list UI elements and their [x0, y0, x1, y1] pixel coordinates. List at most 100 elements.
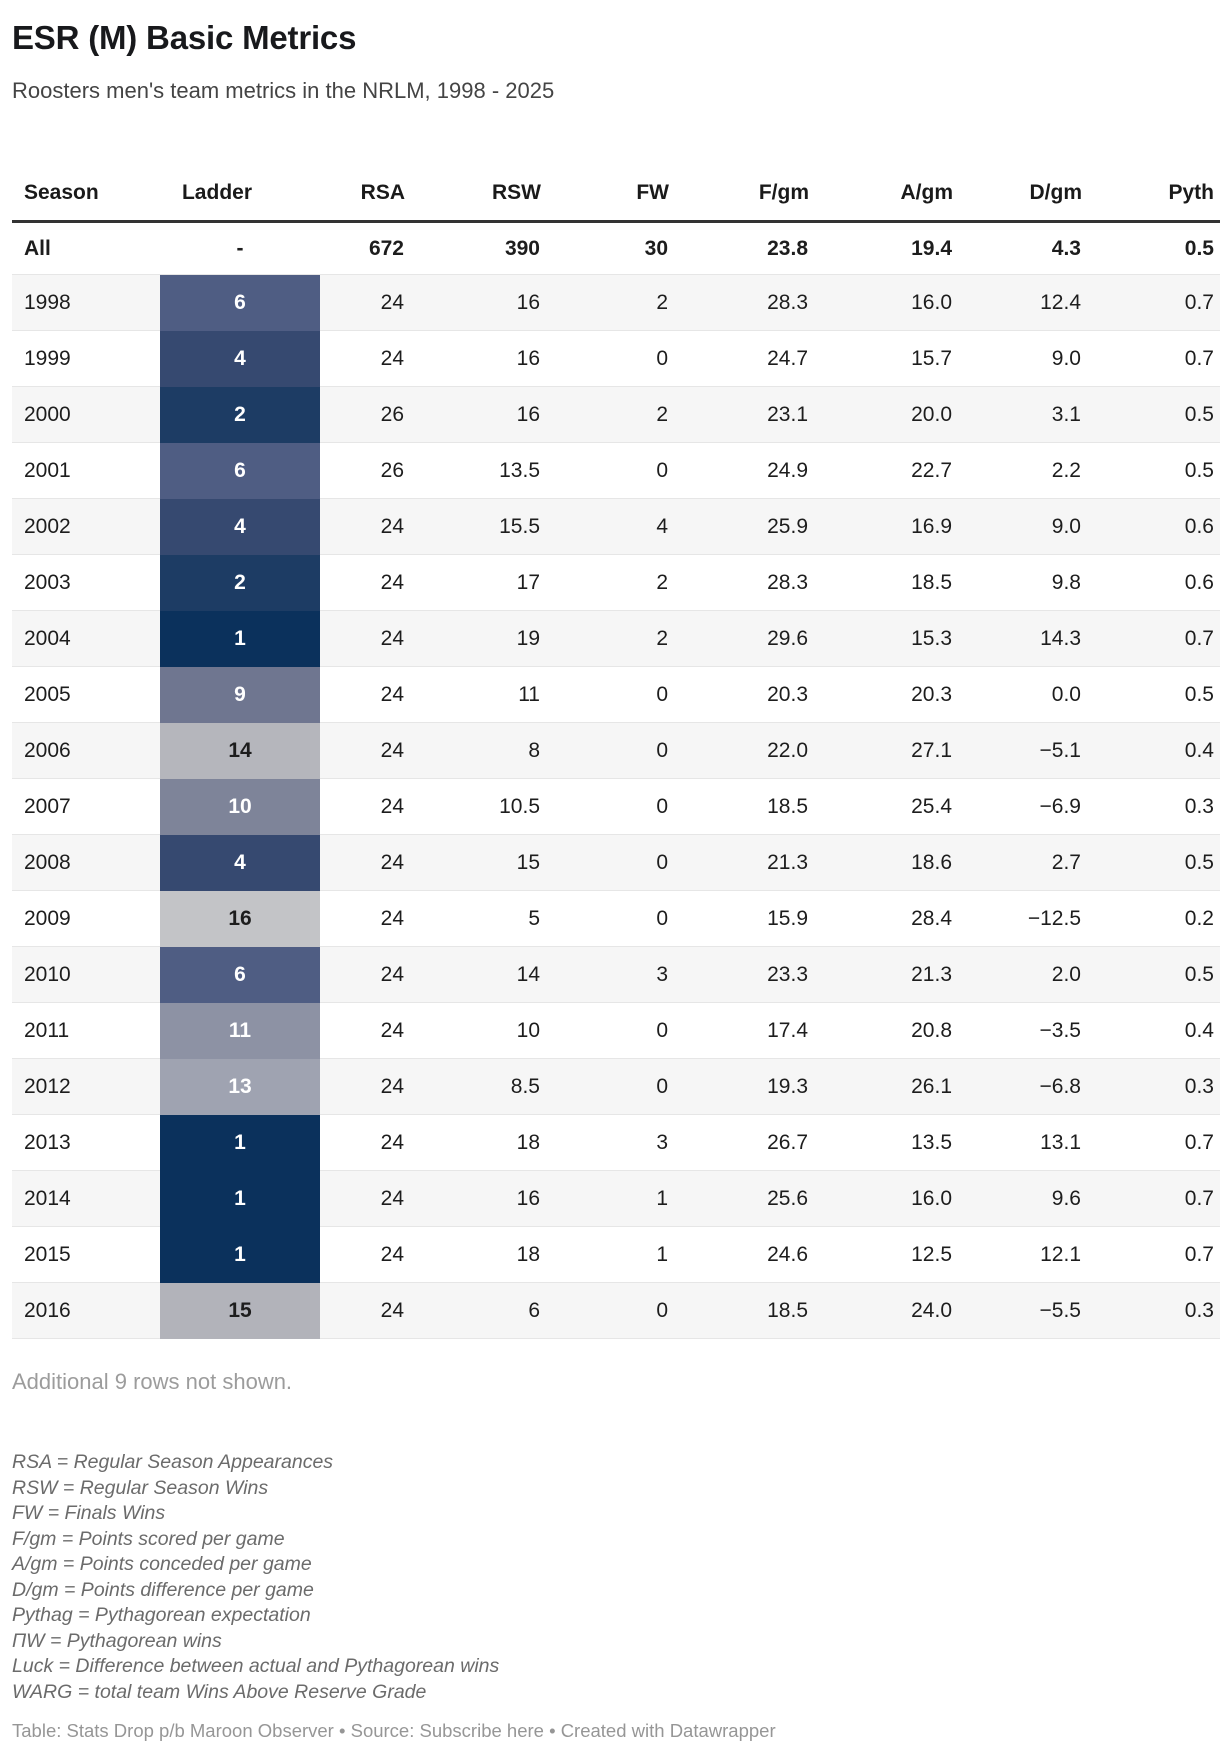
- season-cell: 2006: [12, 723, 160, 779]
- agm-cell: 15.7: [809, 331, 953, 387]
- table-row: 2014 1 24 16 1 25.6 16.0 9.6 0.7: [12, 1171, 1220, 1227]
- agm-cell: 12.5: [809, 1227, 953, 1283]
- rsw-cell: 6: [405, 1283, 541, 1339]
- table-row: 2015 1 24 18 1 24.6 12.5 12.1 0.7: [12, 1227, 1220, 1283]
- table-row: 1999 4 24 16 0 24.7 15.7 9.0 0.7: [12, 331, 1220, 387]
- rsw-cell: 11: [405, 667, 541, 723]
- fw-cell: 2: [541, 555, 669, 611]
- fw-cell: 0: [541, 331, 669, 387]
- pyth-cell: 0.3: [1082, 1283, 1220, 1339]
- season-cell: 2004: [12, 611, 160, 667]
- table-row: 2002 4 24 15.5 4 25.9 16.9 9.0 0.6: [12, 499, 1220, 555]
- fgm-cell: 25.9: [669, 499, 809, 555]
- agm-cell: 13.5: [809, 1115, 953, 1171]
- fw-cell: 3: [541, 1115, 669, 1171]
- rsw-cell: 5: [405, 891, 541, 947]
- agm-cell: 15.3: [809, 611, 953, 667]
- fw-cell: 0: [541, 1283, 669, 1339]
- pyth-cell: 0.7: [1082, 331, 1220, 387]
- agm-cell: 26.1: [809, 1059, 953, 1115]
- rsw-cell: 18: [405, 1115, 541, 1171]
- pyth-cell: 0.2: [1082, 891, 1220, 947]
- dgm-cell: −5.5: [953, 1283, 1082, 1339]
- rsa-cell: 24: [320, 1283, 405, 1339]
- rsw-cell: 17: [405, 555, 541, 611]
- season-cell: 2005: [12, 667, 160, 723]
- dgm-cell: 4.3: [953, 223, 1082, 275]
- table-row: 2011 11 24 10 0 17.4 20.8 −3.5 0.4: [12, 1003, 1220, 1059]
- ladder-cell: 15: [160, 1283, 320, 1339]
- fgm-cell: 21.3: [669, 835, 809, 891]
- table-row: 2006 14 24 8 0 22.0 27.1 −5.1 0.4: [12, 723, 1220, 779]
- footnote-line: ΠW = Pythagorean wins: [12, 1629, 222, 1652]
- metrics-table: Season Ladder RSA RSW FW F/gm A/gm D/gm …: [12, 125, 1220, 1339]
- dgm-cell: 9.0: [953, 499, 1082, 555]
- ladder-cell: 4: [160, 499, 320, 555]
- rows-note: Additional 9 rows not shown.: [12, 1369, 293, 1394]
- column-header-ladder: Ladder: [160, 125, 320, 223]
- dgm-cell: 3.1: [953, 387, 1082, 443]
- fw-cell: 2: [541, 611, 669, 667]
- table-row: 2000 2 26 16 2 23.1 20.0 3.1 0.5: [12, 387, 1220, 443]
- dgm-cell: 12.1: [953, 1227, 1082, 1283]
- season-cell: 2013: [12, 1115, 160, 1171]
- rsa-cell: 24: [320, 331, 405, 387]
- dgm-cell: −3.5: [953, 1003, 1082, 1059]
- rsa-cell: 672: [320, 223, 405, 275]
- ladder-cell: 6: [160, 443, 320, 499]
- fgm-cell: 23.1: [669, 387, 809, 443]
- rsa-cell: 24: [320, 1003, 405, 1059]
- fgm-cell: 25.6: [669, 1171, 809, 1227]
- ladder-cell: 1: [160, 1115, 320, 1171]
- pyth-cell: 0.5: [1082, 387, 1220, 443]
- column-header-fgm: F/gm: [669, 125, 809, 223]
- rsa-cell: 24: [320, 1059, 405, 1115]
- column-header-season: Season: [12, 125, 160, 223]
- fgm-cell: 29.6: [669, 611, 809, 667]
- rsa-cell: 24: [320, 723, 405, 779]
- footnote-line: A/gm = Points conceded per game: [12, 1553, 312, 1575]
- agm-cell: 20.0: [809, 387, 953, 443]
- pyth-cell: 0.5: [1082, 835, 1220, 891]
- fgm-cell: 23.8: [669, 223, 809, 275]
- table-row: 2001 6 26 13.5 0 24.9 22.7 2.2 0.5: [12, 443, 1220, 499]
- table-row: 2004 1 24 19 2 29.6 15.3 14.3 0.7: [12, 611, 1220, 667]
- column-header-rsa: RSA: [320, 125, 405, 223]
- rsw-cell: 16: [405, 387, 541, 443]
- season-cell: 2012: [12, 1059, 160, 1115]
- agm-cell: 28.4: [809, 891, 953, 947]
- rsw-cell: 15: [405, 835, 541, 891]
- rsw-cell: 16: [405, 275, 541, 331]
- rsa-cell: 24: [320, 1227, 405, 1283]
- fgm-cell: 15.9: [669, 891, 809, 947]
- pyth-cell: 0.7: [1082, 1227, 1220, 1283]
- fgm-cell: 26.7: [669, 1115, 809, 1171]
- pyth-cell: 0.5: [1082, 443, 1220, 499]
- fw-cell: 0: [541, 723, 669, 779]
- rsa-cell: 24: [320, 1171, 405, 1227]
- ladder-cell: 4: [160, 331, 320, 387]
- season-cell: 2016: [12, 1283, 160, 1339]
- season-cell: 2007: [12, 779, 160, 835]
- pyth-cell: 0.7: [1082, 275, 1220, 331]
- rsa-cell: 24: [320, 779, 405, 835]
- table-body: All -672 390 30 23.8 19.4 4.3 0.5 1998 6 24 16 2 28.3…: [12, 223, 1220, 1339]
- footnote-line: Pythag = Pythagorean expectation: [12, 1604, 311, 1626]
- agm-cell: 20.3: [809, 667, 953, 723]
- ladder-cell: 6: [160, 947, 320, 1003]
- season-cell: 2000: [12, 387, 160, 443]
- fw-cell: 2: [541, 275, 669, 331]
- footnote-line: Luck = Difference between actual and Pyt…: [12, 1655, 500, 1677]
- rsa-cell: 24: [320, 611, 405, 667]
- subscribe-link[interactable]: Subscribe here: [419, 1720, 544, 1741]
- pyth-cell: 0.5: [1082, 947, 1220, 1003]
- fw-cell: 1: [541, 1227, 669, 1283]
- rsa-cell: 26: [320, 443, 405, 499]
- column-header-fw: FW: [541, 125, 669, 223]
- fw-cell: 0: [541, 443, 669, 499]
- fgm-cell: 28.3: [669, 275, 809, 331]
- dgm-cell: 12.4: [953, 275, 1082, 331]
- pyth-cell: 0.6: [1082, 499, 1220, 555]
- dgm-cell: 2.7: [953, 835, 1082, 891]
- rsa-cell: 24: [320, 275, 405, 331]
